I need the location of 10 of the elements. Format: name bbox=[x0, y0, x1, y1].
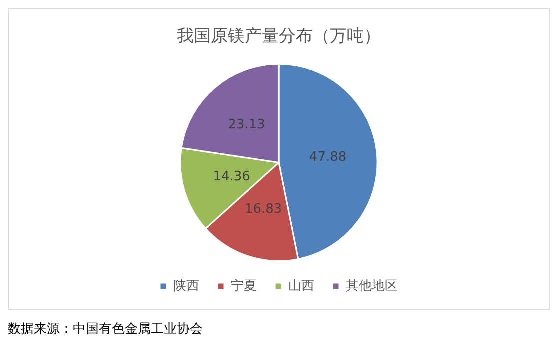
data-label: 47.88 bbox=[309, 150, 347, 166]
data-label: 23.13 bbox=[228, 118, 266, 133]
data-label: 14.36 bbox=[213, 169, 250, 184]
chart-title: 我国原镁产量分布（万吨） bbox=[177, 26, 381, 47]
data-label: 16.83 bbox=[244, 202, 282, 217]
legend-label: 其他地区 bbox=[346, 278, 398, 294]
legend-label: 陕西 bbox=[174, 278, 200, 294]
source-note: 数据来源：中国有色金属工业协会 bbox=[8, 321, 204, 338]
legend-label: 宁夏 bbox=[231, 278, 257, 294]
legend-label: 山西 bbox=[288, 278, 314, 294]
